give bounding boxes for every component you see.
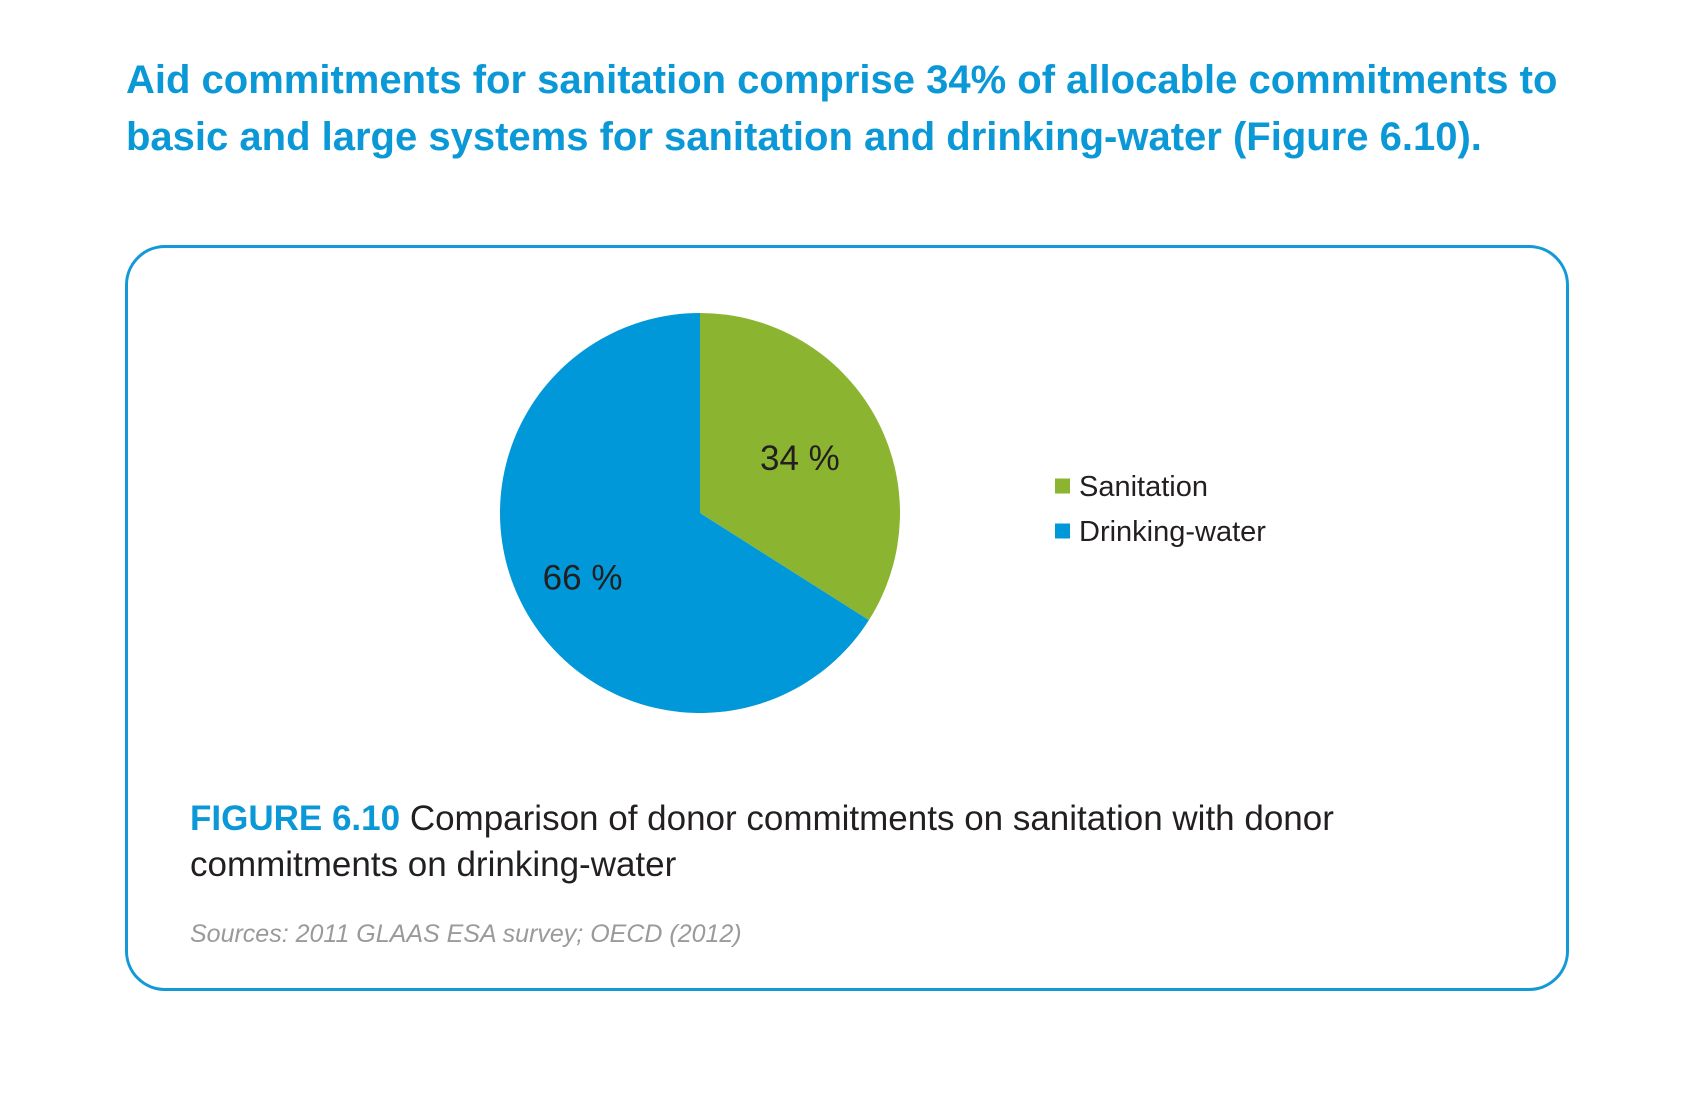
pie-slice-drinking-water [499,313,869,713]
pie-slice-labels: 34 % 66 % [543,439,840,597]
figure-box: 34 % 66 % Sanitation Drinking-water FIGURE… [125,245,1569,991]
pie-slice-sanitation [700,313,900,621]
figure-number: FIGURE 6.10 [190,799,401,838]
legend: Sanitation Drinking-water [1055,471,1266,548]
legend-label-drinking-water: Drinking-water [1079,516,1266,548]
figure-caption-text: Comparison of donor commitments on sanit… [190,799,1334,884]
pie-label-sanitation: 34 % [760,439,840,478]
pie-label-drinking-water: 66 % [543,559,623,598]
legend-swatch-drinking-water [1055,523,1070,539]
legend-swatch-sanitation [1055,478,1070,494]
headline: Aid commitments for sanitation comprise … [126,58,1558,159]
figure-source: Sources: 2011 GLAAS ESA survey; OECD (20… [190,920,742,948]
pie-chart: 34 % 66 % Sanitation Drinking-water [499,313,1266,713]
legend-label-sanitation: Sanitation [1079,471,1208,503]
figure-caption: FIGURE 6.10 Comparison of donor commitme… [190,796,1530,888]
pie-slices [499,313,900,713]
